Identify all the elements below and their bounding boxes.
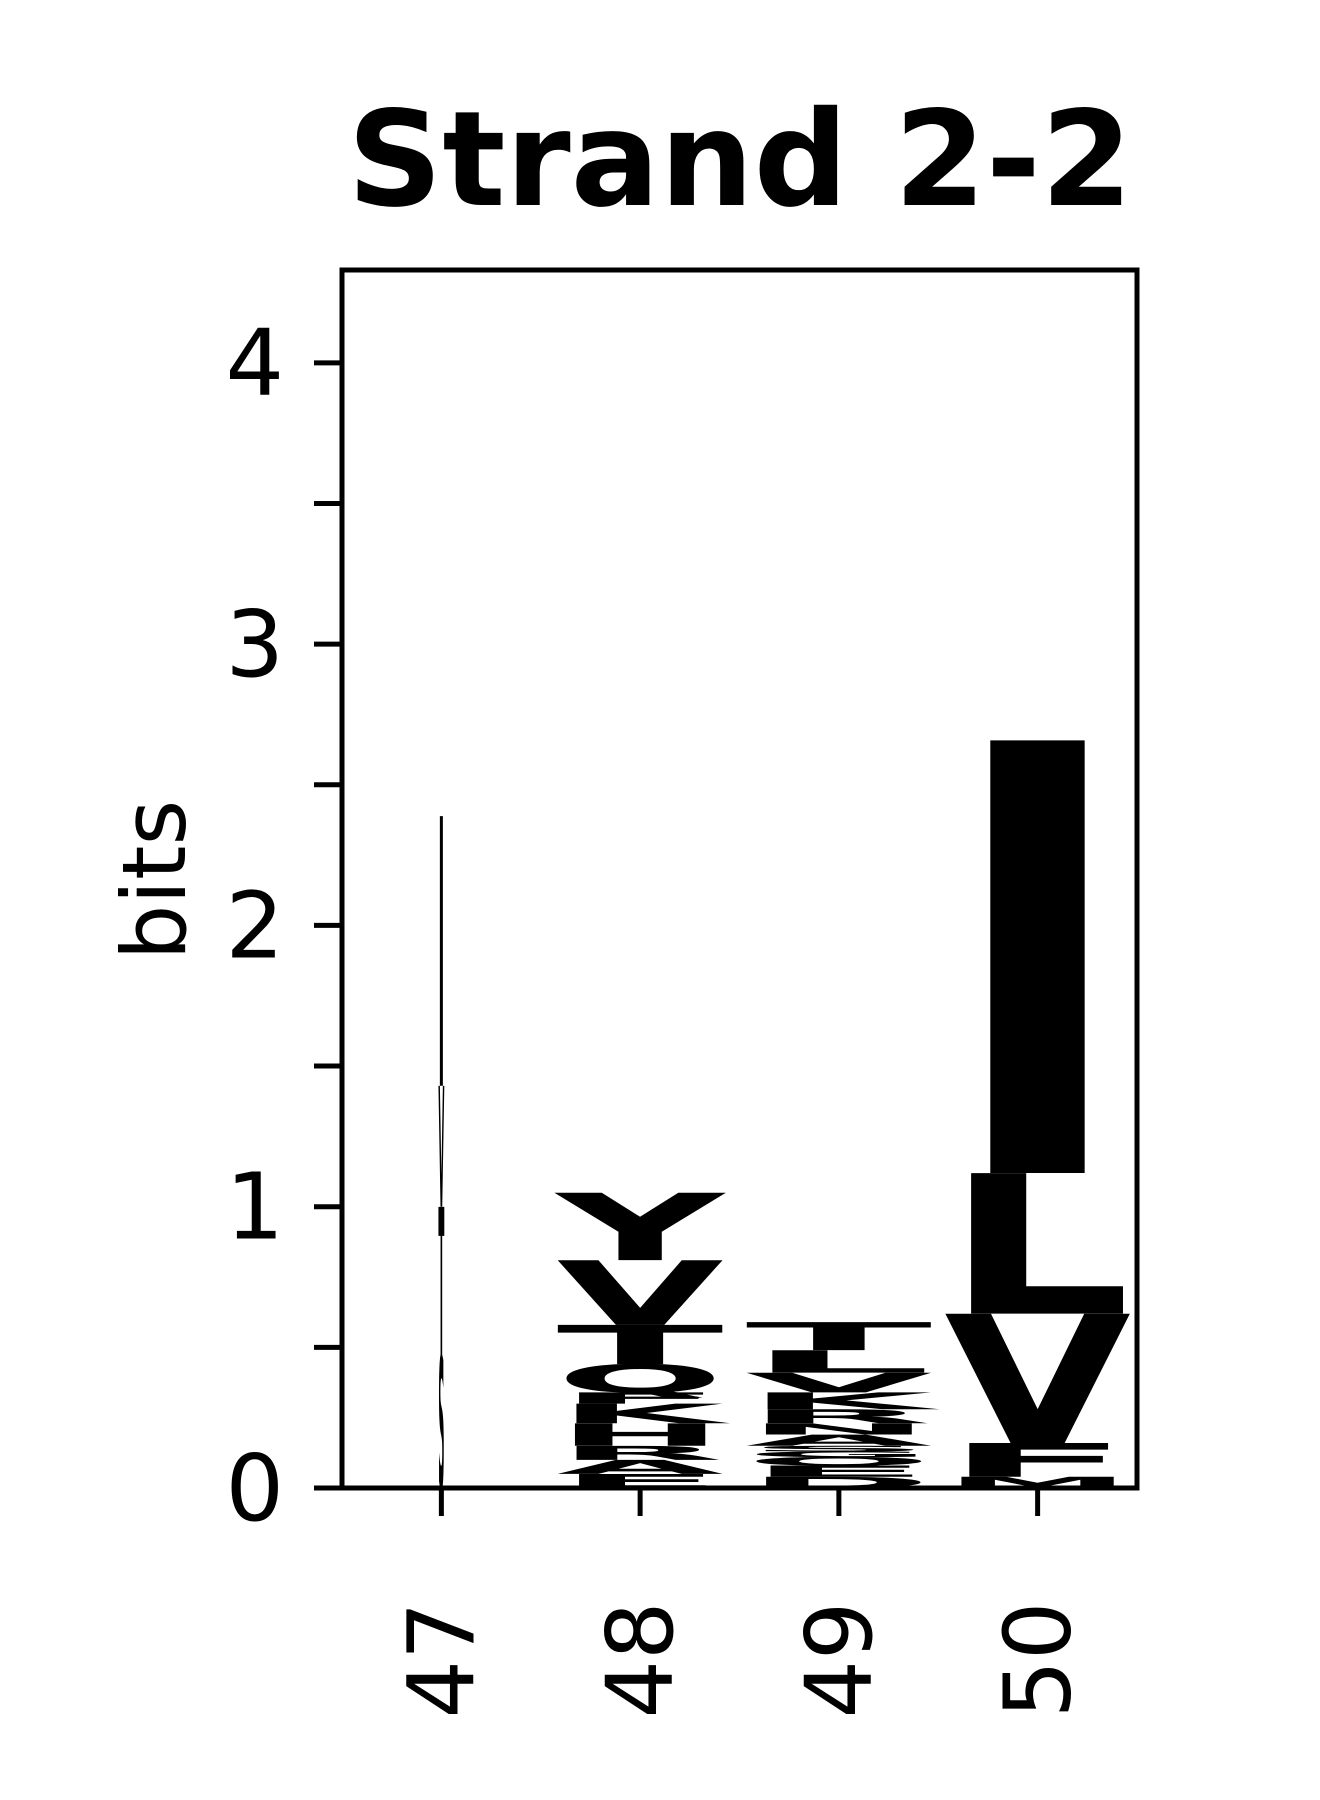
logo-letter: T [438,1168,444,1405]
y-tick-label: 2 [225,872,284,979]
chart-title: Strand 2-2 [347,83,1132,237]
logo-letter: E [745,1462,932,1480]
logo-letter: F [557,1389,724,1407]
logo-letter: H [557,1417,724,1453]
logo-letter: K [557,1399,731,1430]
y-axis-label: bits [103,800,206,961]
logo-letter: Q [745,1455,932,1468]
logo-letter: T [745,1315,932,1360]
y-tick-label: 3 [225,591,284,698]
x-tick-label: 47 [388,1601,495,1718]
logo-letter: R [745,1405,932,1428]
logo-letter: Y [554,1175,726,1282]
logo-letter: Q [557,1357,724,1402]
logo-letter: T [557,1314,724,1377]
x-tick-label: 48 [587,1601,694,1718]
logo-letter: A [557,1456,724,1478]
logo-letter: A [745,1432,932,1450]
logo-letter: V [557,1243,724,1346]
logo-letter: S [745,1444,932,1453]
y-tick-label: 4 [225,310,284,417]
logo-letter: G [745,1450,932,1459]
logo-letter: L [944,1136,1131,1360]
y-tick-label: 0 [225,1435,284,1542]
logo-letter: K [745,1388,939,1415]
axes [314,360,342,1491]
logo-letter: V [438,1053,444,1247]
logo-letter: I [438,742,444,1173]
logo-letter: R [557,1442,724,1464]
x-tick-label: 50 [985,1601,1092,1718]
x-tick-label: 49 [786,1601,893,1718]
logo-letter: L [745,1344,932,1380]
logo-letter: S [438,1321,444,1531]
logo-letter: N [745,1420,932,1438]
logo-letter: F [944,1434,1131,1488]
logo-letter: V [745,1368,932,1399]
plot-frame [339,267,1140,1491]
logo-letter: V [944,1278,1131,1485]
y-tick-label: 1 [225,1154,284,1261]
logo-letter: I [944,622,1131,1313]
